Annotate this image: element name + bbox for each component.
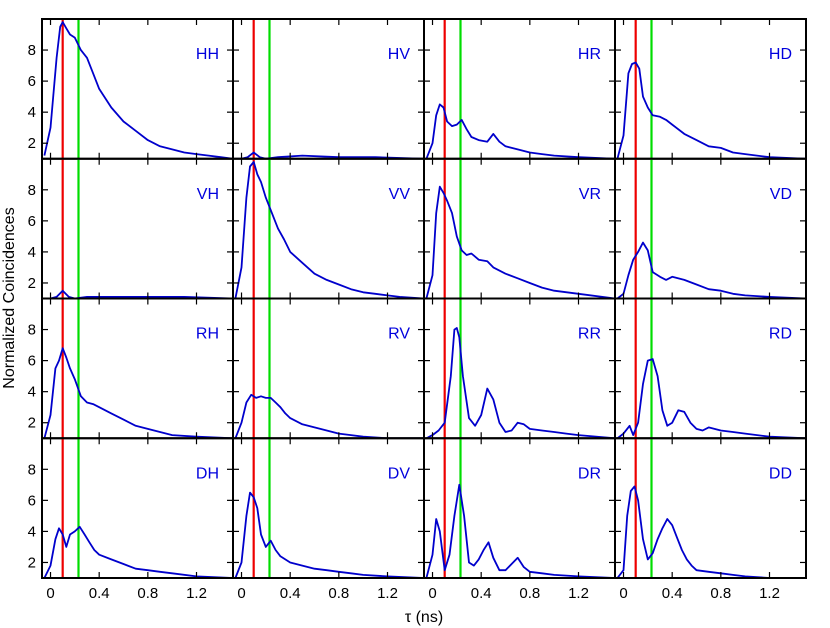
panel-hd: HD: [614, 18, 807, 160]
panel-hv: HV: [232, 18, 425, 160]
panel-label: RH: [196, 326, 219, 343]
series-line-dh: [43, 525, 233, 578]
panel-label: RR: [578, 326, 601, 343]
panel-dr: DR 0 0.4 0.8 1.2: [423, 437, 616, 602]
panel-frame: [423, 297, 616, 440]
x-tick-label: 1.2: [759, 585, 780, 602]
panel-dv: DV 0 0.4 0.8 1.2: [232, 437, 425, 602]
panel-dd: DD 0 0.4 0.8 1.2: [614, 437, 807, 602]
panel-label: HD: [769, 46, 792, 63]
y-tick-label: 2: [28, 415, 36, 432]
panel-frame: [232, 437, 425, 579]
series-line-vv: [234, 161, 424, 299]
panel-frame: [41, 157, 234, 300]
y-tick-label: 8: [28, 182, 36, 199]
y-tick-label: 6: [28, 213, 36, 230]
panel-hr: HR: [423, 18, 616, 160]
y-tick-label: 4: [28, 244, 36, 261]
y-tick-label: 2: [28, 275, 36, 292]
x-tick-label: 0.8: [137, 585, 158, 602]
x-tick-label: 0.8: [710, 585, 731, 602]
x-tick-label: 0.4: [89, 585, 110, 602]
panel-vh: VH 2 4 6 8: [28, 157, 234, 300]
series-line-hh: [43, 21, 233, 159]
series-line-rv: [234, 393, 424, 439]
panel-label: VR: [579, 186, 601, 203]
panel-hh: HH 2 4 6 8: [28, 18, 234, 160]
x-tick-label: 0.4: [280, 585, 301, 602]
series-line-dv: [234, 491, 424, 578]
panel-frame: [614, 18, 807, 160]
panel-frame: [41, 437, 234, 579]
y-tick-label: 4: [28, 523, 36, 540]
y-tick-label: 8: [28, 461, 36, 478]
series-line-hv: [235, 151, 424, 159]
series-line-rd: [616, 358, 806, 439]
y-tick-label: 8: [28, 42, 36, 59]
x-tick-label: 1.2: [568, 585, 589, 602]
x-tick-label: 0: [619, 585, 627, 602]
panel-frame: [614, 297, 807, 440]
x-tick-label: 0.8: [519, 585, 540, 602]
x-tick-label: 0: [237, 585, 245, 602]
x-tick-label: 0.8: [328, 585, 349, 602]
panel-frame: [423, 18, 616, 160]
y-tick-label: 8: [28, 322, 36, 339]
panel-rr: RR: [423, 297, 616, 440]
panel-frame: [232, 157, 425, 300]
y-tick-label: 6: [28, 73, 36, 90]
panel-label: HH: [196, 46, 219, 63]
panel-label: DH: [196, 465, 219, 482]
panel-label: DR: [578, 465, 601, 482]
y-tick-label: 4: [28, 384, 36, 401]
panel-frame: [423, 437, 616, 579]
panel-label: DV: [388, 465, 411, 482]
series-line-vd: [616, 241, 806, 299]
panel-frame: [232, 18, 425, 160]
panel-frame: [41, 18, 234, 160]
panel-label: DD: [769, 465, 792, 482]
panel-frame: [423, 157, 616, 300]
x-tick-label: 0: [428, 585, 436, 602]
x-tick-label: 0.4: [471, 585, 492, 602]
y-tick-label: 2: [28, 135, 36, 152]
x-tick-label: 0: [46, 585, 54, 602]
x-tick-label: 0.4: [662, 585, 683, 602]
y-tick-label: 6: [28, 492, 36, 509]
panel-rd: RD: [614, 297, 807, 440]
panel-vv: VV: [232, 157, 425, 300]
panel-grid: HH 2 4 6 8 HV HR HD VH 2 4 6 8 VV VR VD RH 2 4 6 8 RV RR RD DH 2 4…: [28, 18, 807, 602]
panel-label: RV: [388, 326, 410, 343]
panel-vd: VD: [614, 157, 807, 300]
series-line-dr: [425, 483, 615, 578]
panel-rh: RH 2 4 6 8: [28, 297, 234, 440]
panel-frame: [614, 157, 807, 300]
panel-label: HR: [578, 46, 601, 63]
series-line-rh: [43, 347, 233, 439]
panel-label: VV: [389, 186, 411, 203]
series-line-vh: [44, 289, 233, 299]
panel-frame: [232, 297, 425, 440]
series-line-hr: [425, 103, 615, 159]
series-line-dd: [616, 485, 806, 578]
series-line-rr: [425, 327, 615, 439]
series-line-hd: [616, 61, 806, 159]
y-tick-label: 2: [28, 554, 36, 571]
x-axis-title: τ (ns): [405, 609, 443, 626]
x-tick-label: 1.2: [377, 585, 398, 602]
y-tick-label: 4: [28, 104, 36, 121]
panel-dh: DH 2 4 6 8 0 0.4 0.8 1.2: [28, 437, 234, 602]
panel-label: HV: [388, 46, 411, 63]
y-axis-title: Normalized Coincidences: [1, 207, 18, 388]
panel-frame: [614, 437, 807, 579]
panel-label: RD: [769, 326, 792, 343]
panel-label: VD: [770, 186, 792, 203]
x-tick-label: 1.2: [186, 585, 207, 602]
y-tick-label: 6: [28, 353, 36, 370]
panel-label: VH: [197, 186, 219, 203]
panel-rv: RV: [232, 297, 425, 440]
panel-vr: VR: [423, 157, 616, 300]
series-line-vr: [425, 185, 615, 299]
